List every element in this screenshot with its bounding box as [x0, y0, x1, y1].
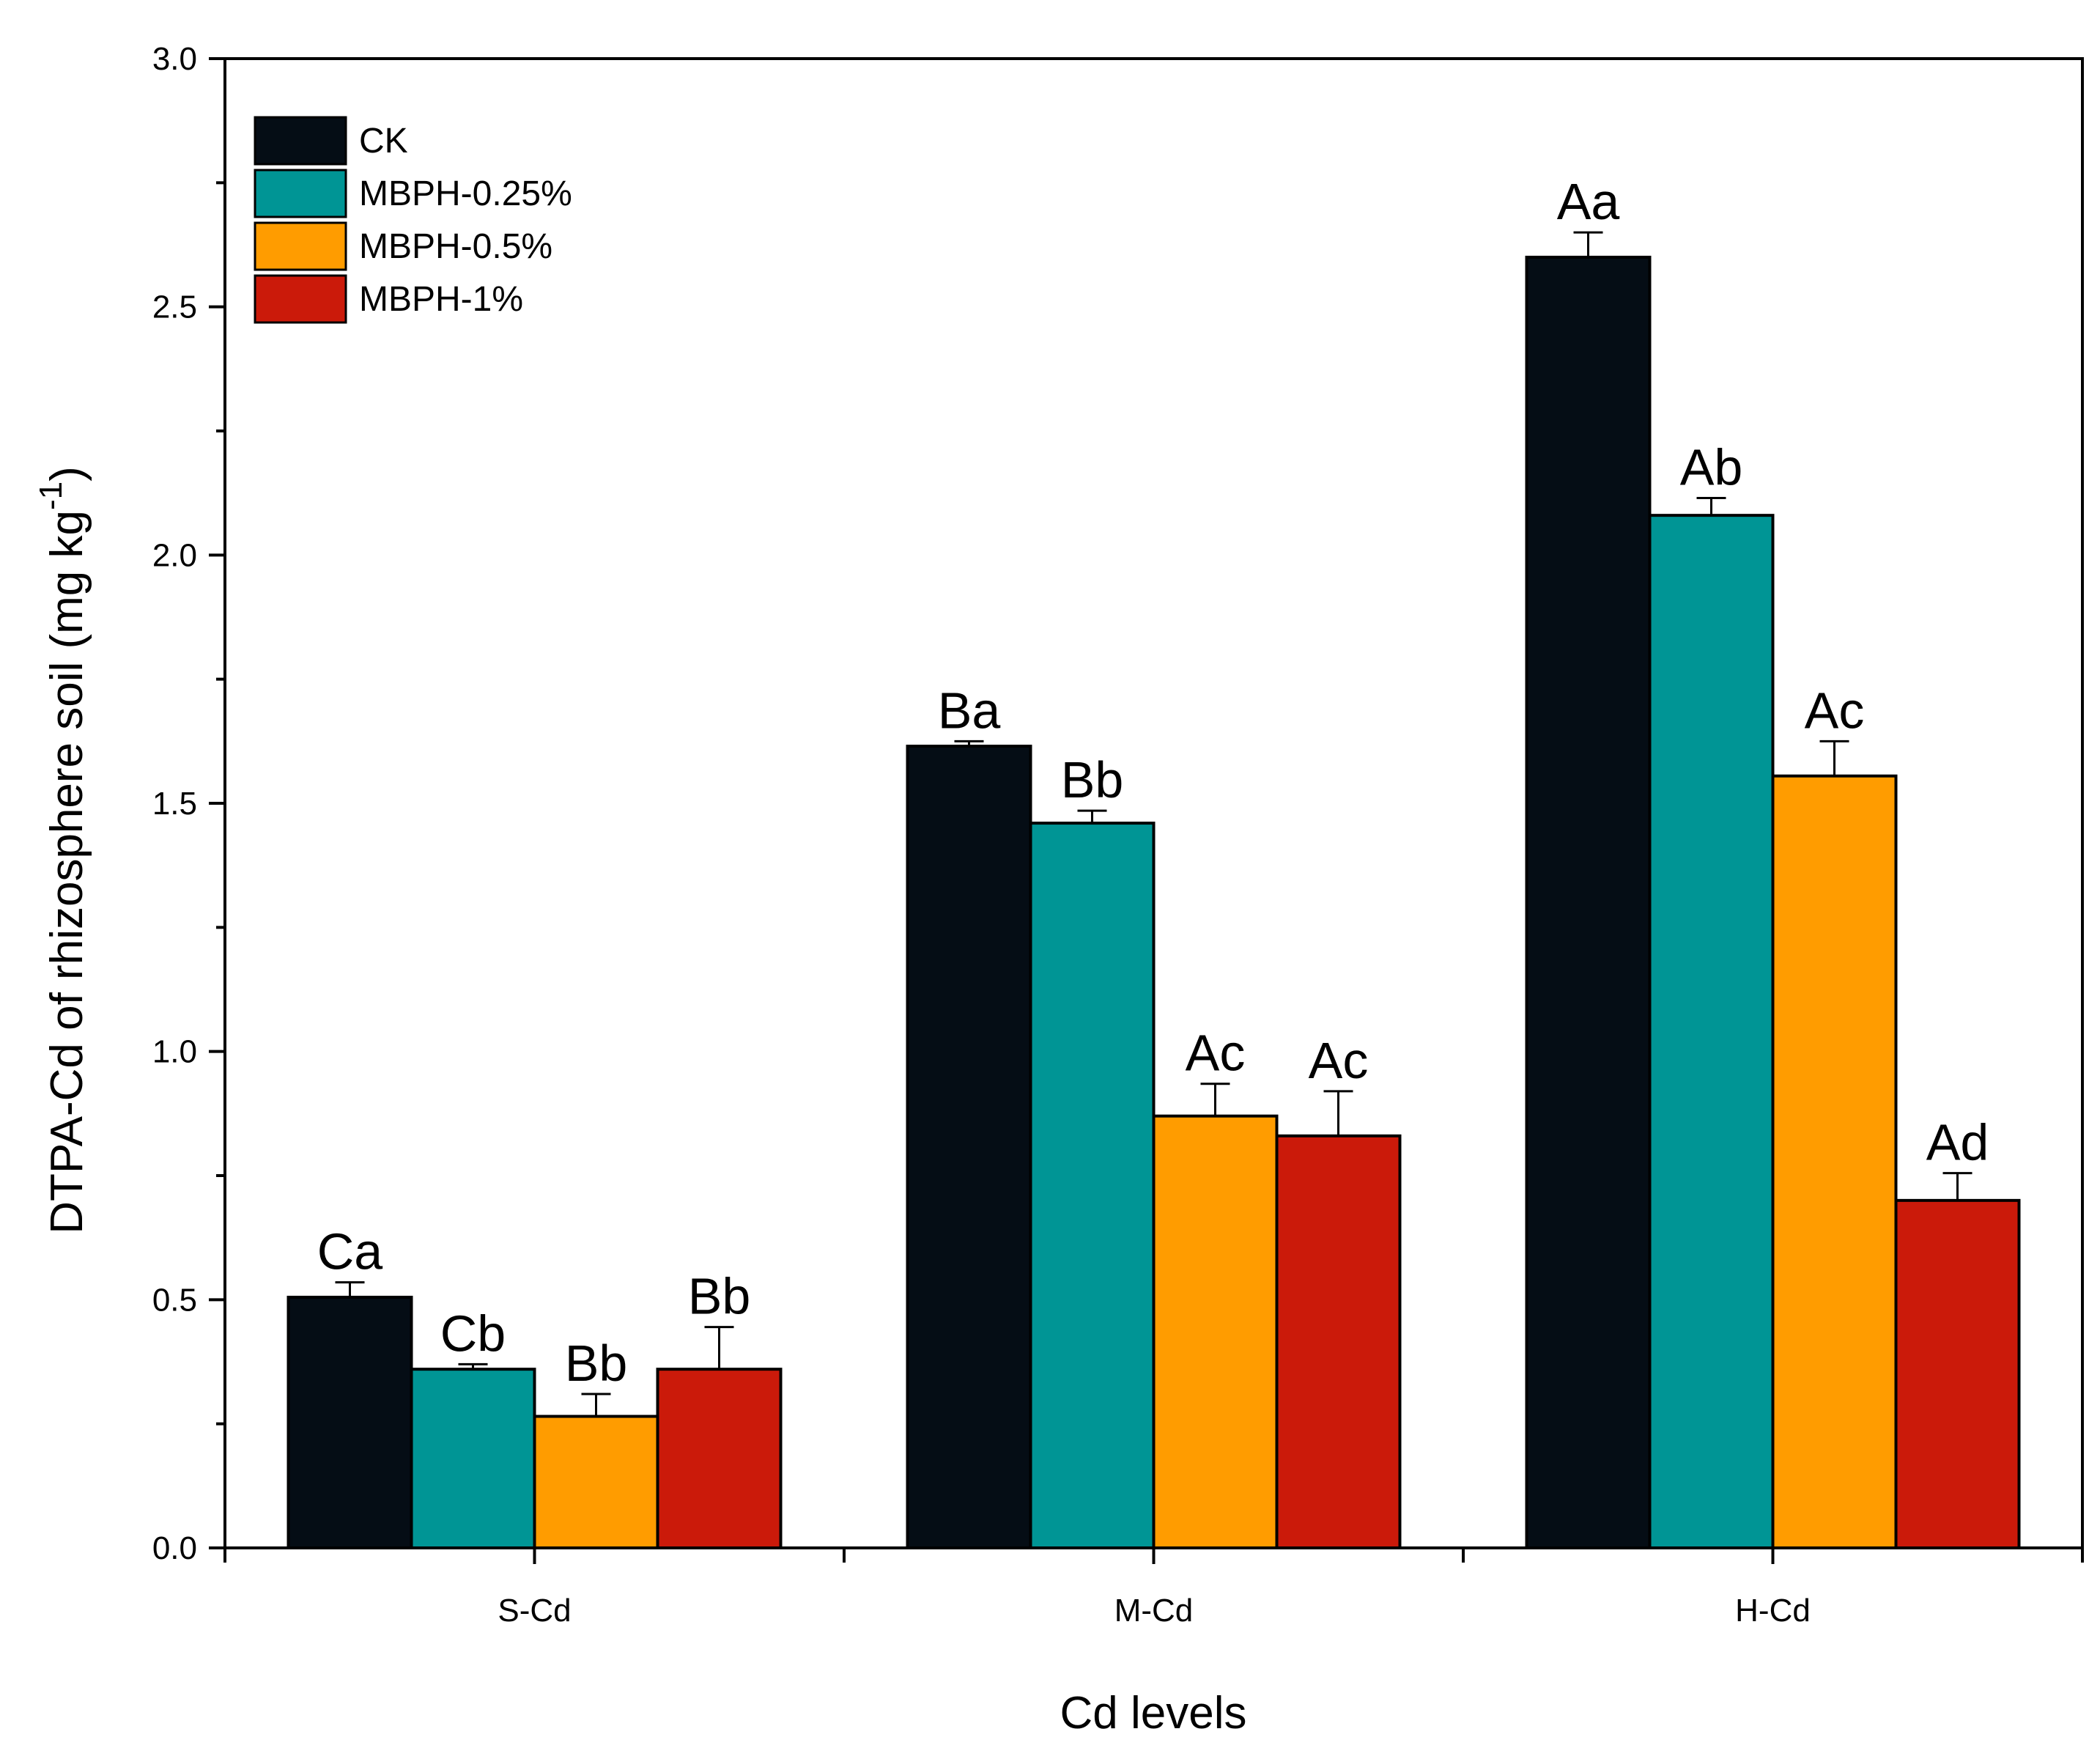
- bar: [906, 745, 1032, 1549]
- bar: [1275, 1134, 1402, 1549]
- legend: CK MBPH-0.25% MBPH-0.5% MBPH-1%: [254, 116, 572, 324]
- legend-label: MBPH-0.5%: [359, 227, 552, 266]
- y-tick-label: 2.0: [152, 537, 197, 573]
- y-tick-label: 3.0: [152, 41, 197, 77]
- significance-label: Ac: [1805, 682, 1865, 739]
- x-tick-label: M-Cd: [1114, 1593, 1194, 1629]
- significance-label: Ac: [1186, 1025, 1246, 1082]
- y-axis-title-main: DTPA-Cd of rhizosphere soil (mg kg: [42, 510, 92, 1234]
- y-axis-title: DTPA-Cd of rhizosphere soil (mg kg-1): [33, 466, 92, 1234]
- bar: [1648, 514, 1775, 1550]
- significance-label: Ab: [1680, 438, 1743, 495]
- y-axis-title-close: ): [42, 466, 92, 482]
- bar: [656, 1368, 783, 1550]
- x-axis-title: Cd levels: [1060, 1688, 1247, 1738]
- significance-label: Bb: [688, 1268, 751, 1325]
- significance-label: Ba: [938, 682, 1001, 739]
- significance-label: Ca: [317, 1223, 383, 1280]
- y-axis-title-superscript: -1: [33, 482, 69, 510]
- legend-label: CK: [359, 122, 408, 161]
- significance-label: Aa: [1557, 173, 1620, 230]
- x-tick-label: S-Cd: [498, 1593, 571, 1629]
- significance-label: Ac: [1309, 1032, 1369, 1089]
- legend-label: MBPH-1%: [359, 280, 523, 319]
- legend-swatch: [254, 274, 347, 324]
- y-tick-label: 1.0: [152, 1034, 197, 1070]
- significance-label: Ad: [1926, 1114, 1989, 1171]
- significance-label: Bb: [1061, 751, 1124, 808]
- y-tick-label: 1.5: [152, 786, 197, 822]
- y-tick-label: 2.5: [152, 290, 197, 325]
- bar: [1152, 1114, 1279, 1549]
- bar: [533, 1415, 659, 1550]
- bar: [1029, 822, 1156, 1550]
- bar: [1525, 255, 1652, 1549]
- legend-swatch: [254, 169, 347, 218]
- bar: [286, 1295, 413, 1549]
- significance-label: Bb: [565, 1335, 628, 1392]
- legend-swatch: [254, 221, 347, 271]
- y-axis: 0.0 0.5 1.0 1.5 2.0 2.5 3.0: [152, 41, 225, 1566]
- significance-label: Cb: [440, 1305, 506, 1362]
- bar: [1771, 774, 1898, 1549]
- bars: Ca Cb Bb Bb Ba Bb Ac Ac Aa Ab Ac Ad: [286, 173, 2021, 1550]
- y-tick-label: 0.5: [152, 1282, 197, 1318]
- legend-swatch: [254, 116, 347, 166]
- bar: [1894, 1198, 2021, 1550]
- y-tick-label: 0.0: [152, 1530, 197, 1566]
- legend-label: MBPH-0.25%: [359, 174, 572, 213]
- x-tick-label: H-Cd: [1735, 1593, 1811, 1629]
- bar: [410, 1368, 536, 1550]
- x-axis: S-Cd M-Cd H-Cd: [223, 1548, 2084, 1629]
